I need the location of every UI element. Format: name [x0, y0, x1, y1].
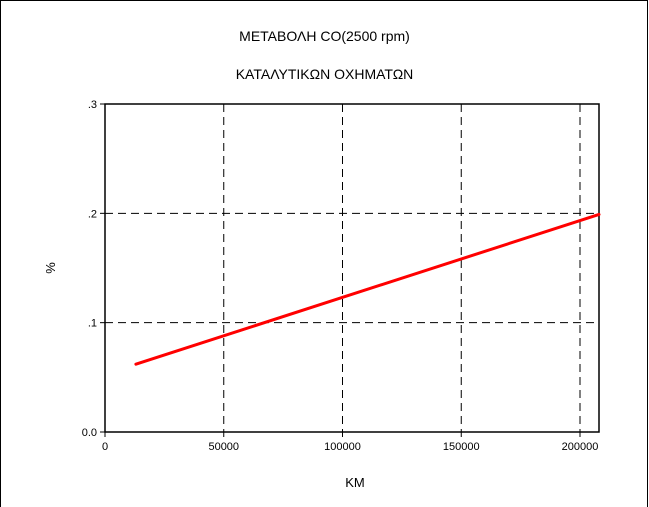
- x-tick-label: 0: [102, 441, 108, 453]
- x-tick-label: 150000: [443, 441, 480, 453]
- chart-title: ΜΕΤΑΒΟΛΗ CO(2500 rpm): [239, 28, 410, 44]
- axis-ticks: 0 50000 100000 150000 200000 0.0 .1 .2 .3: [82, 99, 599, 453]
- x-tick-label: 200000: [562, 441, 599, 453]
- y-tick-label: 0.0: [82, 427, 97, 439]
- x-tick-label: 100000: [324, 441, 361, 453]
- y-tick-label: .3: [88, 99, 97, 111]
- grid-lines: [105, 104, 599, 432]
- y-axis-label: %: [43, 262, 58, 274]
- series-line: [134, 212, 601, 366]
- y-tick-label: .2: [88, 208, 97, 220]
- x-tick-label: 50000: [208, 441, 239, 453]
- series-group: [134, 212, 601, 366]
- plot-area: [104, 103, 600, 433]
- y-tick-label: .1: [88, 318, 97, 330]
- x-axis-label: KM: [345, 475, 365, 490]
- chart-subtitle: ΚΑΤΑΛΥΤΙΚΩΝ ΟΧΗΜΑΤΩΝ: [235, 66, 414, 82]
